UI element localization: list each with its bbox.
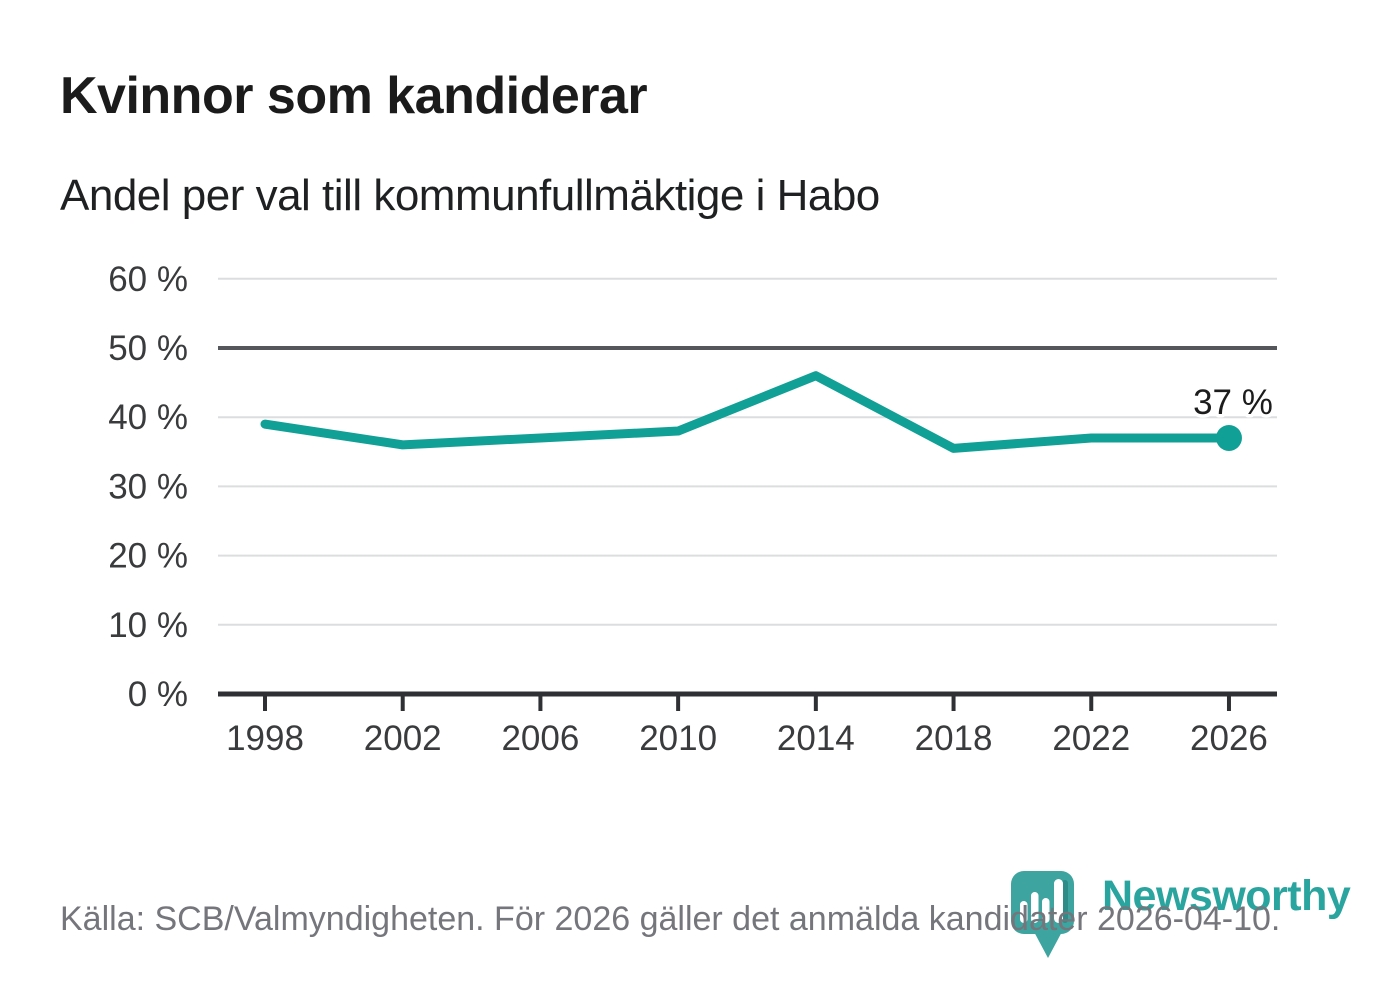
y-axis-label: 20 % [108, 537, 188, 576]
newsworthy-logo-wordmark: Newsworthy [1102, 872, 1351, 920]
y-axis-label: 40 % [108, 398, 188, 437]
x-axis-label: 2006 [501, 719, 579, 758]
newsworthy-logo-icon [1010, 870, 1076, 965]
x-axis-label: 2022 [1052, 719, 1130, 758]
trend-line [260, 371, 1234, 453]
end-point-dot [1215, 424, 1242, 451]
x-axis-label: 2026 [1190, 719, 1268, 758]
x-axis-label: 2002 [364, 719, 442, 758]
x-axis-label: 2010 [639, 719, 717, 758]
y-axis-label: 0 % [128, 675, 188, 714]
end-value-label: 37 % [1193, 383, 1273, 422]
y-axis-label: 60 % [108, 260, 188, 299]
chart-title: Kvinnor som kandiderar [60, 67, 648, 125]
y-axis-label: 10 % [108, 606, 188, 645]
y-axis-label: 30 % [108, 467, 188, 506]
x-axis-label: 1998 [226, 719, 304, 758]
chart-subtitle: Andel per val till kommunfullmäktige i H… [60, 171, 880, 220]
x-axis-label: 2014 [777, 719, 855, 758]
x-axis-label: 2018 [915, 719, 993, 758]
source-note: Källa: SCB/Valmyndigheten. För 2026 gäll… [60, 900, 1281, 938]
y-axis-label: 50 % [108, 329, 188, 368]
